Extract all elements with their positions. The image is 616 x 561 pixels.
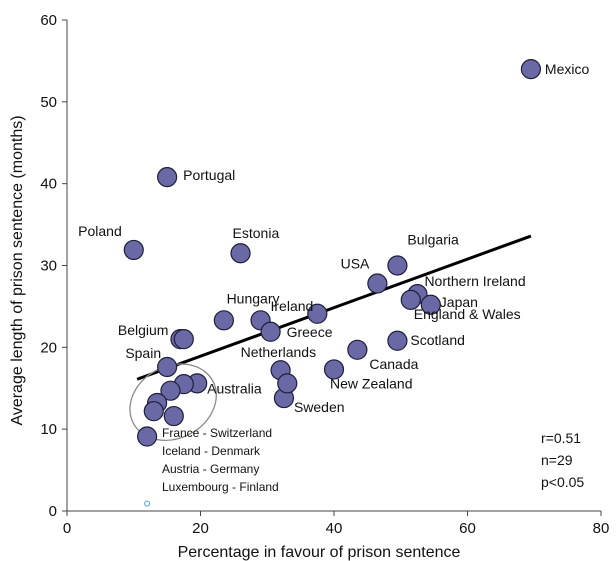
data-point [230, 243, 251, 264]
stat-line: p<0.05 [541, 474, 584, 490]
point-label: Japan [440, 294, 478, 310]
point-label: Scotland [410, 332, 464, 348]
y-axis-title: Average length of prison sentence (month… [9, 115, 26, 425]
point-label: Sweden [294, 399, 345, 415]
cluster-note: France - Switzerland Iceland - Denmark Aus… [162, 426, 279, 494]
point-label: Netherlands [241, 344, 317, 360]
y-tick-label: 10 [40, 421, 57, 438]
data-point [143, 401, 164, 422]
cluster-note-line: Austria - Germany [162, 462, 259, 476]
cluster-note-line: Iceland - Denmark [162, 444, 261, 458]
point-label: Estonia [233, 225, 280, 241]
point-label: USA [341, 256, 370, 272]
data-point [137, 426, 158, 447]
y-tick-label: 40 [40, 176, 57, 193]
point-label: Hungary [227, 290, 280, 306]
point-label: Portugal [183, 167, 235, 183]
data-point [400, 289, 421, 310]
point-label: Poland [78, 223, 122, 239]
data-point [347, 339, 368, 360]
cluster-group [129, 363, 217, 441]
x-tick-label: 20 [192, 520, 209, 537]
x-tick-label: 80 [593, 520, 610, 537]
y-tick-label: 60 [40, 12, 57, 29]
point-labels: Mexico Portugal Poland Estonia USA Bulgaria Ir… [78, 61, 589, 415]
data-point [157, 356, 178, 378]
data-point [277, 373, 298, 394]
tick-labels: 0 20 40 60 80 0 10 20 30 40 50 60 [40, 12, 609, 537]
point-label: Northern Ireland [424, 273, 525, 289]
stat-line: r=0.51 [541, 430, 581, 446]
point-label: Australia [207, 380, 262, 396]
statistics-box: r=0.51 n=29 p<0.05 [541, 430, 584, 490]
data-point [163, 405, 184, 427]
point-label: Canada [369, 356, 418, 372]
data-point [160, 380, 181, 401]
data-point [307, 303, 328, 324]
x-tick-label: 60 [459, 520, 476, 537]
data-point [157, 167, 178, 188]
point-label: Spain [125, 345, 161, 361]
point-label: New Zealand [330, 375, 413, 391]
data-point [323, 359, 345, 380]
point-label: Belgium [118, 322, 169, 338]
point-label: Ireland [271, 298, 314, 314]
y-tick-label: 50 [40, 94, 57, 111]
data-point [367, 273, 388, 294]
y-tick-label: 0 [49, 503, 57, 520]
small-data-point [144, 500, 151, 507]
point-label: Greece [287, 324, 333, 340]
point-label: England & Wales [414, 306, 521, 322]
x-tick-label: 0 [63, 520, 71, 537]
data-point [520, 58, 542, 80]
data-point [387, 255, 408, 276]
cluster-note-line: Luxembourg - Finland [162, 480, 279, 494]
point-label: Bulgaria [407, 232, 459, 248]
cluster-note-line: France - Switzerland [162, 426, 272, 440]
trend-line-group [136, 234, 532, 381]
trend-line [136, 234, 532, 381]
data-point [173, 329, 194, 350]
data-point [260, 321, 281, 342]
x-axis-title: Percentage in favour of prison sentence [178, 544, 461, 561]
data-point [420, 294, 441, 315]
data-point [123, 239, 144, 261]
x-tick-label: 40 [326, 520, 343, 537]
data-point [387, 330, 408, 351]
point-label: Mexico [545, 61, 590, 77]
y-tick-label: 20 [40, 339, 57, 356]
y-tick-label: 30 [40, 258, 57, 275]
cluster-ellipse [129, 363, 217, 441]
data-points [123, 58, 542, 507]
stat-line: n=29 [541, 452, 573, 468]
data-point [213, 310, 234, 331]
